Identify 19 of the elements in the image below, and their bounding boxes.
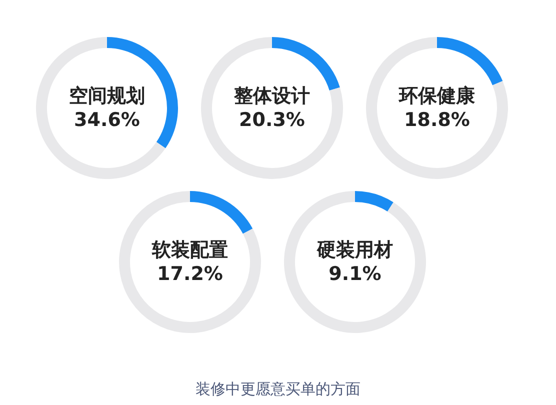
data-label: 17.2% <box>157 262 223 286</box>
data-label: 34.6% <box>74 108 140 132</box>
slice-label: 环保健康 <box>399 84 475 108</box>
text: 装修中更愿意买单的方面 <box>194 380 362 399</box>
donut-slice <box>284 191 426 333</box>
donut-slice <box>355 191 394 212</box>
slice-label: 软装配置 <box>152 238 228 262</box>
donut-slice <box>119 191 261 333</box>
donut-slice <box>36 37 166 179</box>
donut-slice <box>201 37 343 179</box>
data-label: 18.8% <box>404 108 470 132</box>
donut-slice <box>366 37 508 179</box>
donut-slice <box>437 37 503 86</box>
donut-slice <box>190 191 253 234</box>
slice-label: 空间规划 <box>69 84 145 108</box>
data-label: 9.1% <box>328 262 382 286</box>
data-label: 20.3% <box>239 108 305 132</box>
slice-label: 硬装用材 <box>317 238 393 262</box>
slice-label: 整体设计 <box>234 84 310 108</box>
